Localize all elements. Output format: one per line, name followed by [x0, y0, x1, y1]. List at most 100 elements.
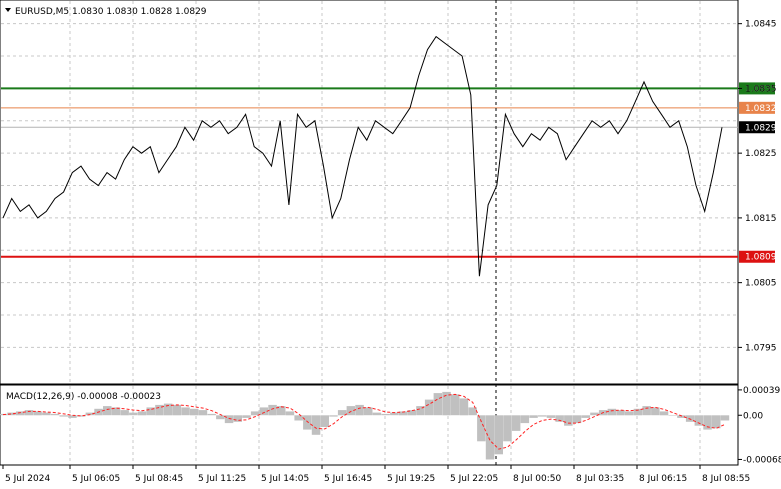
level-label-1.0832: 1.0832	[745, 104, 777, 114]
macd-bar	[172, 404, 182, 416]
macd-bar	[181, 407, 190, 416]
time-axis-label: 8 Jul 08:55	[702, 474, 750, 484]
macd-bar	[538, 415, 547, 417]
macd-bar	[520, 415, 530, 424]
macd-bar	[442, 391, 451, 416]
macd-bar	[16, 411, 25, 416]
macd-bar	[277, 406, 286, 416]
macd-bar	[364, 407, 373, 416]
macd-bar	[120, 410, 129, 416]
time-axis[interactable]: 5 Jul 2024 5 Jul 06:05 5 Jul 08:45 5 Jul 11…	[2, 465, 750, 484]
price-axis-label: 1.0795	[745, 343, 777, 353]
macd-bar	[85, 412, 95, 416]
triangle-down-icon[interactable]	[5, 8, 11, 12]
macd-bar	[76, 415, 86, 417]
price-axis-label: 1.0835	[745, 84, 777, 94]
level-label-1.0835: 1.0835	[745, 84, 777, 94]
macd-bar	[337, 410, 347, 416]
macd-bar	[320, 415, 329, 427]
macd-signal-line	[2, 393, 726, 450]
macd-bar	[190, 408, 199, 416]
price-axis[interactable]: 1.0845 1.0835 1.0825 1.0815 1.0805 1.0795	[738, 20, 777, 354]
macd-bar	[303, 415, 312, 430]
time-axis-label: 5 Jul 19:25	[387, 474, 435, 484]
macd-bar	[398, 411, 408, 416]
macd-bar	[285, 411, 295, 416]
price-axis-label: 1.0845	[745, 20, 777, 30]
macd-bar	[651, 407, 660, 416]
macd-bar	[451, 394, 460, 416]
macd-bar	[477, 415, 486, 442]
macd-bar	[68, 415, 77, 418]
time-axis-label: 5 Jul 06:05	[72, 474, 120, 484]
macd-bar	[546, 415, 556, 418]
macd-bar	[137, 411, 147, 416]
time-axis-label: 5 Jul 2024	[5, 474, 50, 484]
macd-bar	[146, 407, 155, 416]
macd-bar	[59, 415, 68, 417]
macd-bar	[503, 415, 512, 442]
macd-bar	[346, 406, 356, 416]
macd-bar	[616, 410, 625, 416]
macd-bar	[511, 415, 521, 431]
macd-bar	[720, 415, 730, 421]
macd-bar	[529, 415, 538, 418]
macd-axis-label: 0.00	[743, 411, 763, 421]
price-axis-label: 1.0815	[745, 214, 777, 224]
macd-bar	[633, 408, 643, 416]
macd-bar	[642, 406, 651, 416]
time-axis-label: 5 Jul 22:05	[450, 474, 498, 484]
macd-bar	[390, 412, 399, 416]
macd-bar	[712, 415, 721, 429]
macd-bar	[259, 407, 269, 416]
macd-bar	[668, 415, 677, 416]
macd-bar	[163, 403, 173, 416]
grid	[1, 1, 737, 464]
macd-bar	[355, 404, 364, 416]
macd-axis: 0.00039 0.00 -0.00068	[738, 386, 781, 465]
macd-bar	[329, 415, 338, 417]
time-axis-label: 5 Jul 14:05	[261, 474, 309, 484]
level-label-box	[739, 250, 775, 263]
macd-bar	[381, 413, 390, 416]
macd-bar	[42, 412, 51, 416]
level-label-box	[739, 101, 775, 114]
macd-bar	[416, 406, 425, 416]
macd-bar	[494, 415, 503, 455]
price-axis-label: 1.0825	[745, 149, 777, 159]
macd-bar	[677, 415, 686, 418]
macd-bar	[7, 412, 16, 416]
macd-bar	[468, 407, 477, 416]
macd-bar	[607, 408, 617, 416]
level-label-box	[739, 82, 775, 95]
macd-bar	[103, 406, 112, 416]
macd-bar	[50, 413, 60, 416]
price-line	[2, 35, 723, 277]
time-axis-label: 8 Jul 03:35	[576, 474, 624, 484]
price-axis-label: 1.0805	[745, 279, 777, 289]
level-label-1.0809: 1.0809	[745, 253, 777, 263]
macd-bar	[250, 411, 260, 416]
horizontal-levels[interactable]: 1.0835 1.0832 1.0829 1.0809	[1, 82, 777, 263]
time-axis-label: 8 Jul 00:50	[513, 474, 562, 484]
main-panel-frame	[0, 0, 739, 385]
macd-bar	[590, 412, 599, 416]
macd-axis-label: 0.00039	[743, 386, 780, 396]
time-axis-label: 5 Jul 16:45	[324, 474, 372, 484]
macd-bar	[555, 415, 564, 422]
macd-bar	[372, 412, 382, 416]
macd-bar	[33, 411, 42, 416]
level-label-box	[739, 121, 775, 134]
macd-bar	[224, 415, 234, 424]
macd-bar	[581, 415, 590, 418]
macd-bar	[564, 415, 573, 426]
macd-bar	[242, 415, 251, 418]
macd-histogram	[0, 391, 730, 460]
macd-bar	[703, 415, 712, 430]
macd-bar	[433, 393, 443, 416]
symbol-info: EURUSD,M5 1.0830 1.0830 1.0828 1.0829	[15, 7, 207, 17]
level-label-1.0829: 1.0829	[745, 123, 777, 133]
macd-axis-label: -0.00068	[743, 455, 781, 465]
macd-bar	[694, 415, 704, 426]
